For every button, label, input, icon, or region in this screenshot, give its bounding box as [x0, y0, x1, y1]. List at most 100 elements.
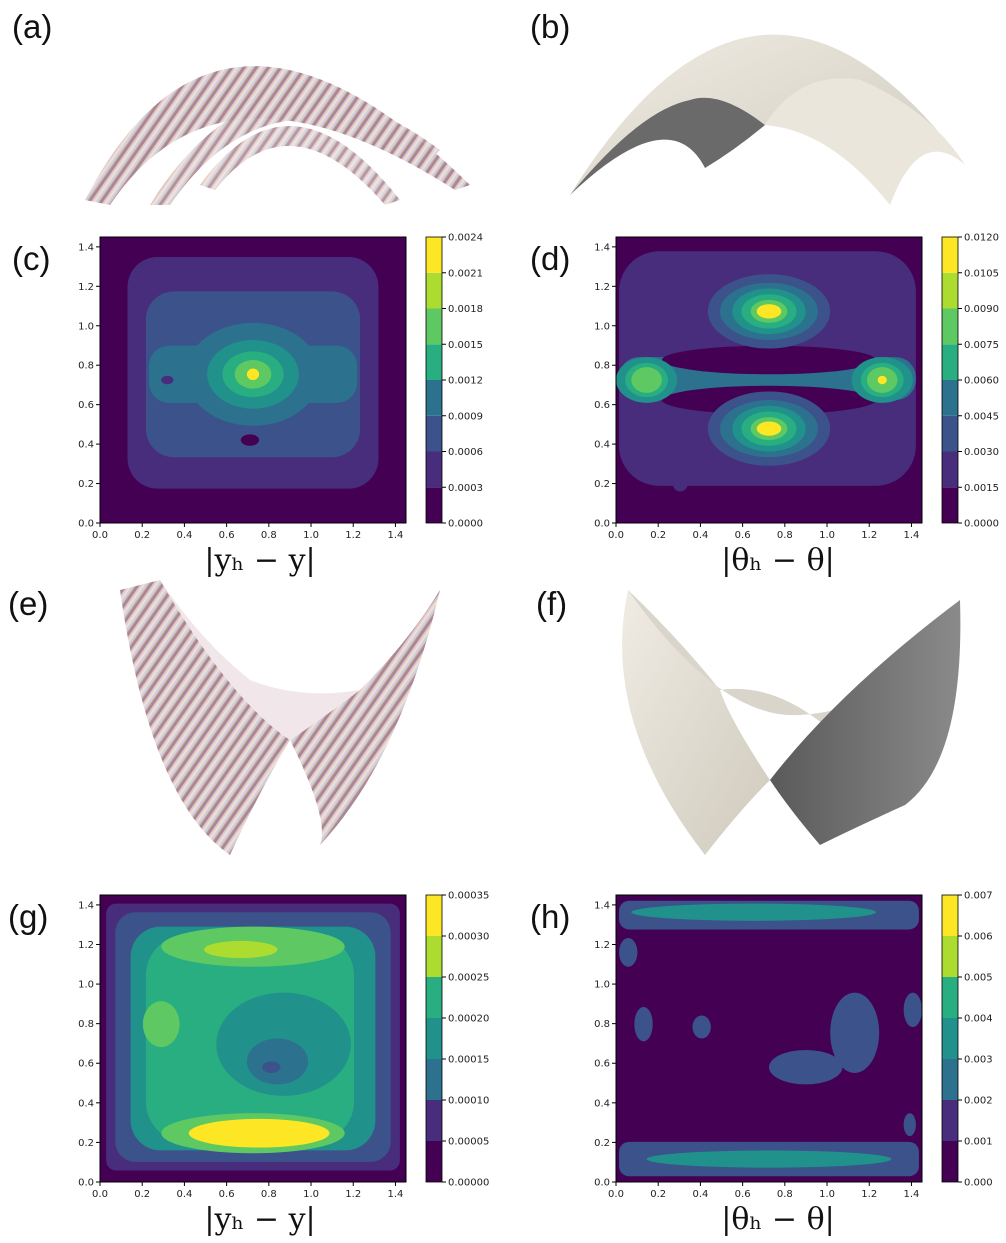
x-tick-label: 1.2: [861, 530, 877, 541]
y-tick-label: 0.8: [594, 1019, 610, 1030]
colorbar-tick-label: 0.0015: [964, 483, 999, 494]
plot-frame: [99, 236, 407, 524]
y-tick-label: 1.4: [78, 900, 94, 911]
colorbar-tick-label: 0.001: [964, 1137, 993, 1148]
y-tick-label: 1.0: [78, 321, 94, 332]
x-tick-label: 1.0: [303, 530, 319, 541]
colorbar-tick-label: 0.0030: [964, 447, 999, 458]
y-tick-label: 1.4: [594, 242, 610, 253]
y-tick-label: 0.4: [78, 1098, 94, 1109]
caption-h: |θₕ − θ|: [721, 1202, 835, 1237]
y-tick-label: 0.0: [594, 519, 610, 530]
colorbar-segment: [942, 380, 958, 416]
plot-frame: [615, 236, 923, 524]
colorbar-tick-label: 0.00020: [448, 1014, 489, 1025]
colorbar-segment: [426, 936, 442, 977]
colorbar-tick-label: 0.006: [964, 932, 993, 943]
x-tick-label: 0.4: [692, 530, 708, 541]
plot-frame: [99, 894, 407, 1183]
y-tick-label: 1.2: [594, 940, 610, 951]
colorbar-tick-label: 0.00000: [448, 1178, 489, 1189]
colorbar-tick-label: 0.002: [964, 1096, 993, 1107]
x-tick-label: 0.6: [735, 1189, 751, 1200]
y-tick-label: 0.4: [594, 1098, 610, 1109]
colorbar-segment: [426, 451, 442, 488]
colorbar-tick-label: 0.00005: [448, 1137, 489, 1148]
contour-field: [616, 251, 916, 492]
colorbar-segment: [942, 415, 958, 452]
colorbar-segment: [426, 380, 442, 416]
colorbar-tick-label: 0.0105: [964, 268, 999, 279]
y-tick-label: 0.0: [78, 1178, 94, 1189]
panel-f-saddle-render: [622, 590, 961, 855]
y-tick-label: 1.2: [78, 282, 94, 293]
x-tick-label: 0.6: [735, 530, 751, 541]
colorbar-segment: [942, 237, 958, 273]
y-tick-label: 0.8: [78, 1019, 94, 1030]
x-tick-label: 1.2: [345, 530, 361, 541]
colorbar-tick-label: 0.0003: [448, 483, 483, 494]
y-tick-label: 1.4: [78, 242, 94, 253]
y-tick-label: 0.6: [594, 1059, 610, 1070]
colorbar-tick-label: 0.0045: [964, 411, 999, 422]
colorbar-tick-label: 0.0090: [964, 304, 999, 315]
x-tick-label: 0.4: [176, 1189, 192, 1200]
colorbar-tick-label: 0.003: [964, 1055, 993, 1066]
colorbar-segment: [426, 1018, 442, 1059]
x-tick-label: 0.8: [777, 1189, 793, 1200]
panel-label-c: (c): [12, 240, 51, 277]
colorbar-segment: [942, 272, 958, 309]
contour-field: [619, 900, 922, 1177]
panel-a-arch-render: [85, 66, 470, 205]
colorbar-tick-label: 0.005: [964, 973, 993, 984]
x-tick-label: 1.0: [819, 530, 835, 541]
y-tick-label: 1.0: [594, 321, 610, 332]
colorbar-segment: [942, 487, 958, 523]
x-tick-label: 0.8: [261, 1189, 277, 1200]
y-tick-label: 0.6: [78, 400, 94, 411]
colorbar-segment: [426, 272, 442, 309]
x-tick-label: 1.2: [861, 1189, 877, 1200]
y-tick-label: 0.0: [78, 519, 94, 530]
y-tick-label: 0.6: [594, 400, 610, 411]
colorbar-segment: [942, 895, 958, 936]
x-tick-label: 0.2: [650, 530, 666, 541]
y-tick-label: 1.2: [78, 940, 94, 951]
colorbar-frame: [941, 894, 959, 1183]
x-tick-label: 0.6: [219, 530, 235, 541]
colorbar-segment: [942, 1100, 958, 1141]
colorbar-tick-label: 0.00035: [448, 891, 489, 902]
plot-frame: [615, 894, 923, 1183]
colorbar-segment: [426, 1100, 442, 1141]
contour-field: [127, 257, 379, 489]
y-tick-label: 0.2: [78, 479, 94, 490]
colorbar-segment: [942, 936, 958, 977]
colorbar-tick-label: 0.0120: [964, 233, 999, 244]
y-tick-label: 0.2: [594, 1138, 610, 1149]
x-tick-label: 0.4: [692, 1189, 708, 1200]
colorbar-segment: [426, 895, 442, 936]
x-tick-label: 0.8: [261, 530, 277, 541]
colorbar-tick-label: 0.0012: [448, 376, 483, 387]
y-tick-label: 1.4: [594, 900, 610, 911]
caption-d: |θₕ − θ|: [721, 543, 835, 578]
colorbar-segment: [942, 1018, 958, 1059]
colorbar-segment: [426, 1059, 442, 1100]
colorbar-tick-label: 0.0000: [964, 519, 999, 530]
colorbar-tick-label: 0.004: [964, 1014, 993, 1025]
x-tick-label: 0.0: [92, 1189, 108, 1200]
y-tick-label: 0.4: [78, 440, 94, 451]
panel-label-f: (f): [536, 585, 568, 622]
colorbar-tick-label: 0.0009: [448, 411, 483, 422]
caption-g: |yₕ − y|: [204, 1202, 316, 1237]
y-tick-label: 0.4: [594, 440, 610, 451]
panel-label-a: (a): [12, 8, 53, 45]
panel-label-h: (h): [530, 898, 571, 935]
x-tick-label: 0.2: [134, 530, 150, 541]
x-tick-label: 1.2: [345, 1189, 361, 1200]
colorbar-segment: [426, 308, 442, 345]
x-tick-label: 1.4: [387, 1189, 403, 1200]
colorbar-segment: [426, 1141, 442, 1182]
